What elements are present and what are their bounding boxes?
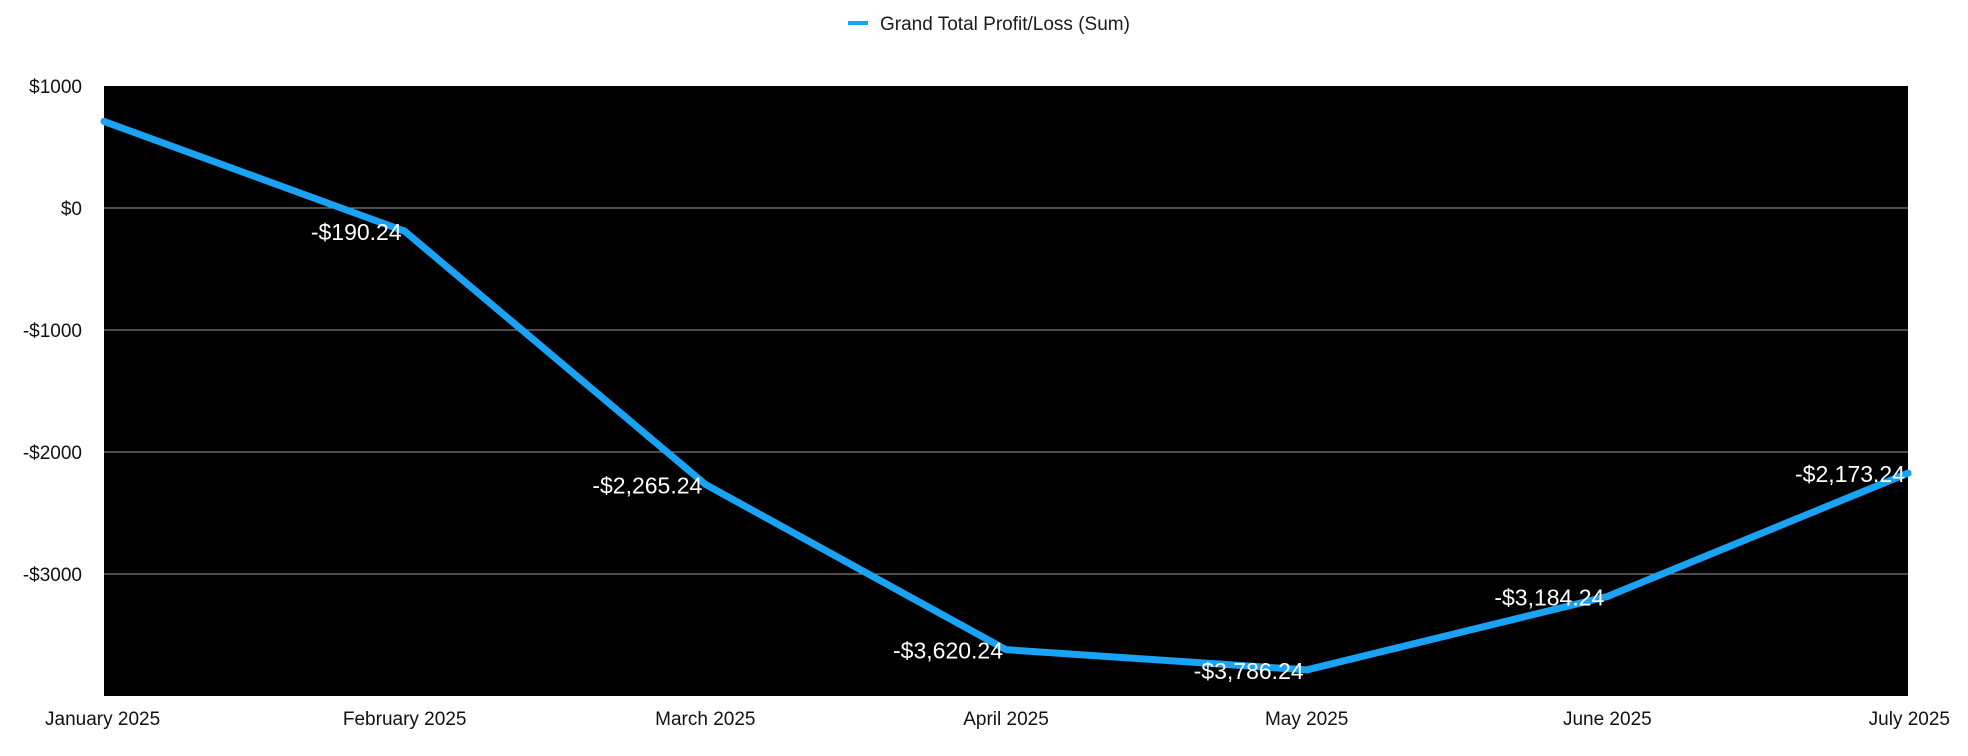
- gridlines: [104, 207, 1908, 575]
- x-axis: January 2025 February 2025 March 2025 April…: [45, 709, 1950, 730]
- data-point: [401, 227, 409, 235]
- data-point: [1603, 592, 1611, 600]
- plot-area: [104, 86, 1908, 696]
- x-tick-label: February 2025: [343, 709, 467, 730]
- data-label: -$3,184.24: [1494, 584, 1604, 610]
- y-tick-label: $0: [61, 199, 82, 220]
- data-point: [1002, 646, 1010, 654]
- x-tick-label: March 2025: [655, 709, 755, 730]
- x-tick-label: January 2025: [45, 709, 160, 730]
- y-axis: $1000 $0 -$1000 -$2000 -$3000: [23, 77, 82, 586]
- y-tick-label: -$1000: [23, 321, 82, 342]
- data-point: [100, 117, 108, 125]
- data-label: -$190.24: [311, 219, 402, 245]
- x-tick-label: June 2025: [1563, 709, 1652, 730]
- x-tick-label: May 2025: [1265, 709, 1348, 730]
- y-tick-label: -$2000: [23, 443, 82, 464]
- x-tick-label: July 2025: [1869, 709, 1950, 730]
- data-label: -$2,265.24: [592, 472, 702, 498]
- data-point: [1303, 666, 1311, 674]
- y-tick-label: -$3000: [23, 565, 82, 586]
- data-label: -$3,620.24: [893, 638, 1003, 664]
- y-tick-label: $1000: [29, 77, 82, 98]
- data-labels: -$190.24 -$2,265.24 -$3,620.24 -$3,786.24 -$…: [311, 219, 1905, 684]
- data-point: [701, 480, 709, 488]
- data-label: -$2,173.24: [1795, 461, 1905, 487]
- legend-label: Grand Total Profit/Loss (Sum): [880, 14, 1130, 35]
- data-point: [1904, 469, 1912, 477]
- data-label: -$3,786.24: [1194, 658, 1304, 684]
- x-tick-label: April 2025: [963, 709, 1049, 730]
- series-group: [100, 117, 1912, 674]
- legend: Grand Total Profit/Loss (Sum): [848, 14, 1130, 35]
